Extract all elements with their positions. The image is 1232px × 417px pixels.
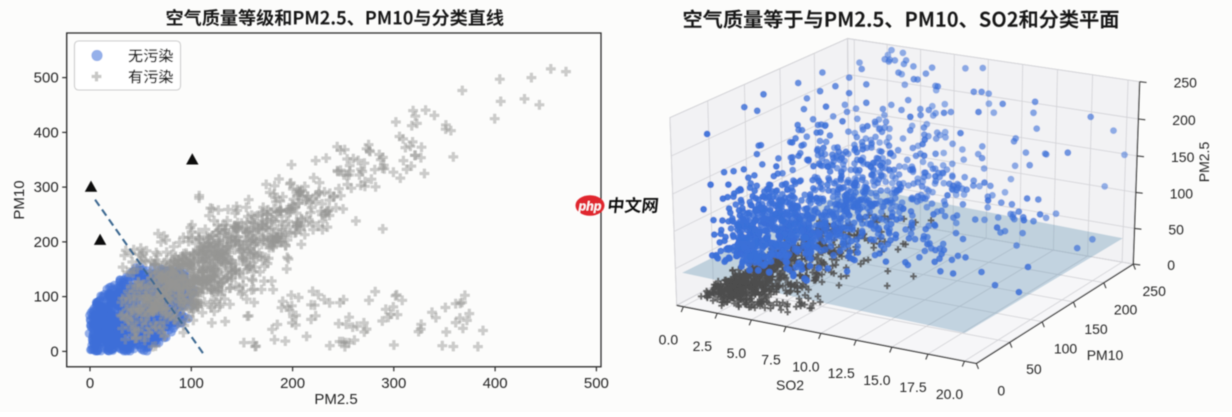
svg-text:150: 150 xyxy=(1084,321,1108,337)
svg-text:0: 0 xyxy=(50,343,58,360)
svg-text:100: 100 xyxy=(1170,185,1194,201)
svg-text:500: 500 xyxy=(584,375,609,392)
svg-text:0: 0 xyxy=(997,382,1005,398)
svg-text:20.0: 20.0 xyxy=(936,386,963,402)
svg-text:7.5: 7.5 xyxy=(761,352,781,368)
svg-text:PM2.5: PM2.5 xyxy=(1196,142,1212,183)
svg-text:200: 200 xyxy=(34,234,59,251)
svg-text:0: 0 xyxy=(1167,257,1175,273)
svg-text:250: 250 xyxy=(1174,75,1198,91)
svg-text:250: 250 xyxy=(1143,283,1167,299)
svg-text:150: 150 xyxy=(1171,149,1195,165)
svg-text:300: 300 xyxy=(381,375,406,392)
svg-text:50: 50 xyxy=(1026,361,1042,377)
svg-text:500: 500 xyxy=(34,70,59,87)
svg-text:10.0: 10.0 xyxy=(792,358,819,374)
svg-text:2.5: 2.5 xyxy=(693,338,713,354)
svg-text:400: 400 xyxy=(34,124,59,141)
svg-text:100: 100 xyxy=(34,289,59,306)
svg-text:PM10: PM10 xyxy=(11,180,28,219)
svg-text:17.5: 17.5 xyxy=(899,379,926,395)
svg-text:SO2: SO2 xyxy=(776,377,804,393)
svg-text:0.0: 0.0 xyxy=(659,332,679,348)
svg-text:50: 50 xyxy=(1168,221,1184,237)
svg-text:5.0: 5.0 xyxy=(727,345,747,361)
svg-text:12.5: 12.5 xyxy=(828,365,855,381)
svg-text:300: 300 xyxy=(34,179,59,196)
svg-text:100: 100 xyxy=(179,375,204,392)
svg-text:15.0: 15.0 xyxy=(863,372,890,388)
svg-text:200: 200 xyxy=(280,375,305,392)
svg-text:400: 400 xyxy=(483,375,508,392)
svg-text:0: 0 xyxy=(86,375,94,392)
svg-text:200: 200 xyxy=(1114,302,1138,318)
svg-text:php: php xyxy=(578,200,602,214)
svg-text:200: 200 xyxy=(1172,112,1196,128)
svg-text:PM2.5: PM2.5 xyxy=(314,391,357,408)
svg-text:100: 100 xyxy=(1054,341,1078,357)
svg-text:PM10: PM10 xyxy=(1087,347,1124,363)
